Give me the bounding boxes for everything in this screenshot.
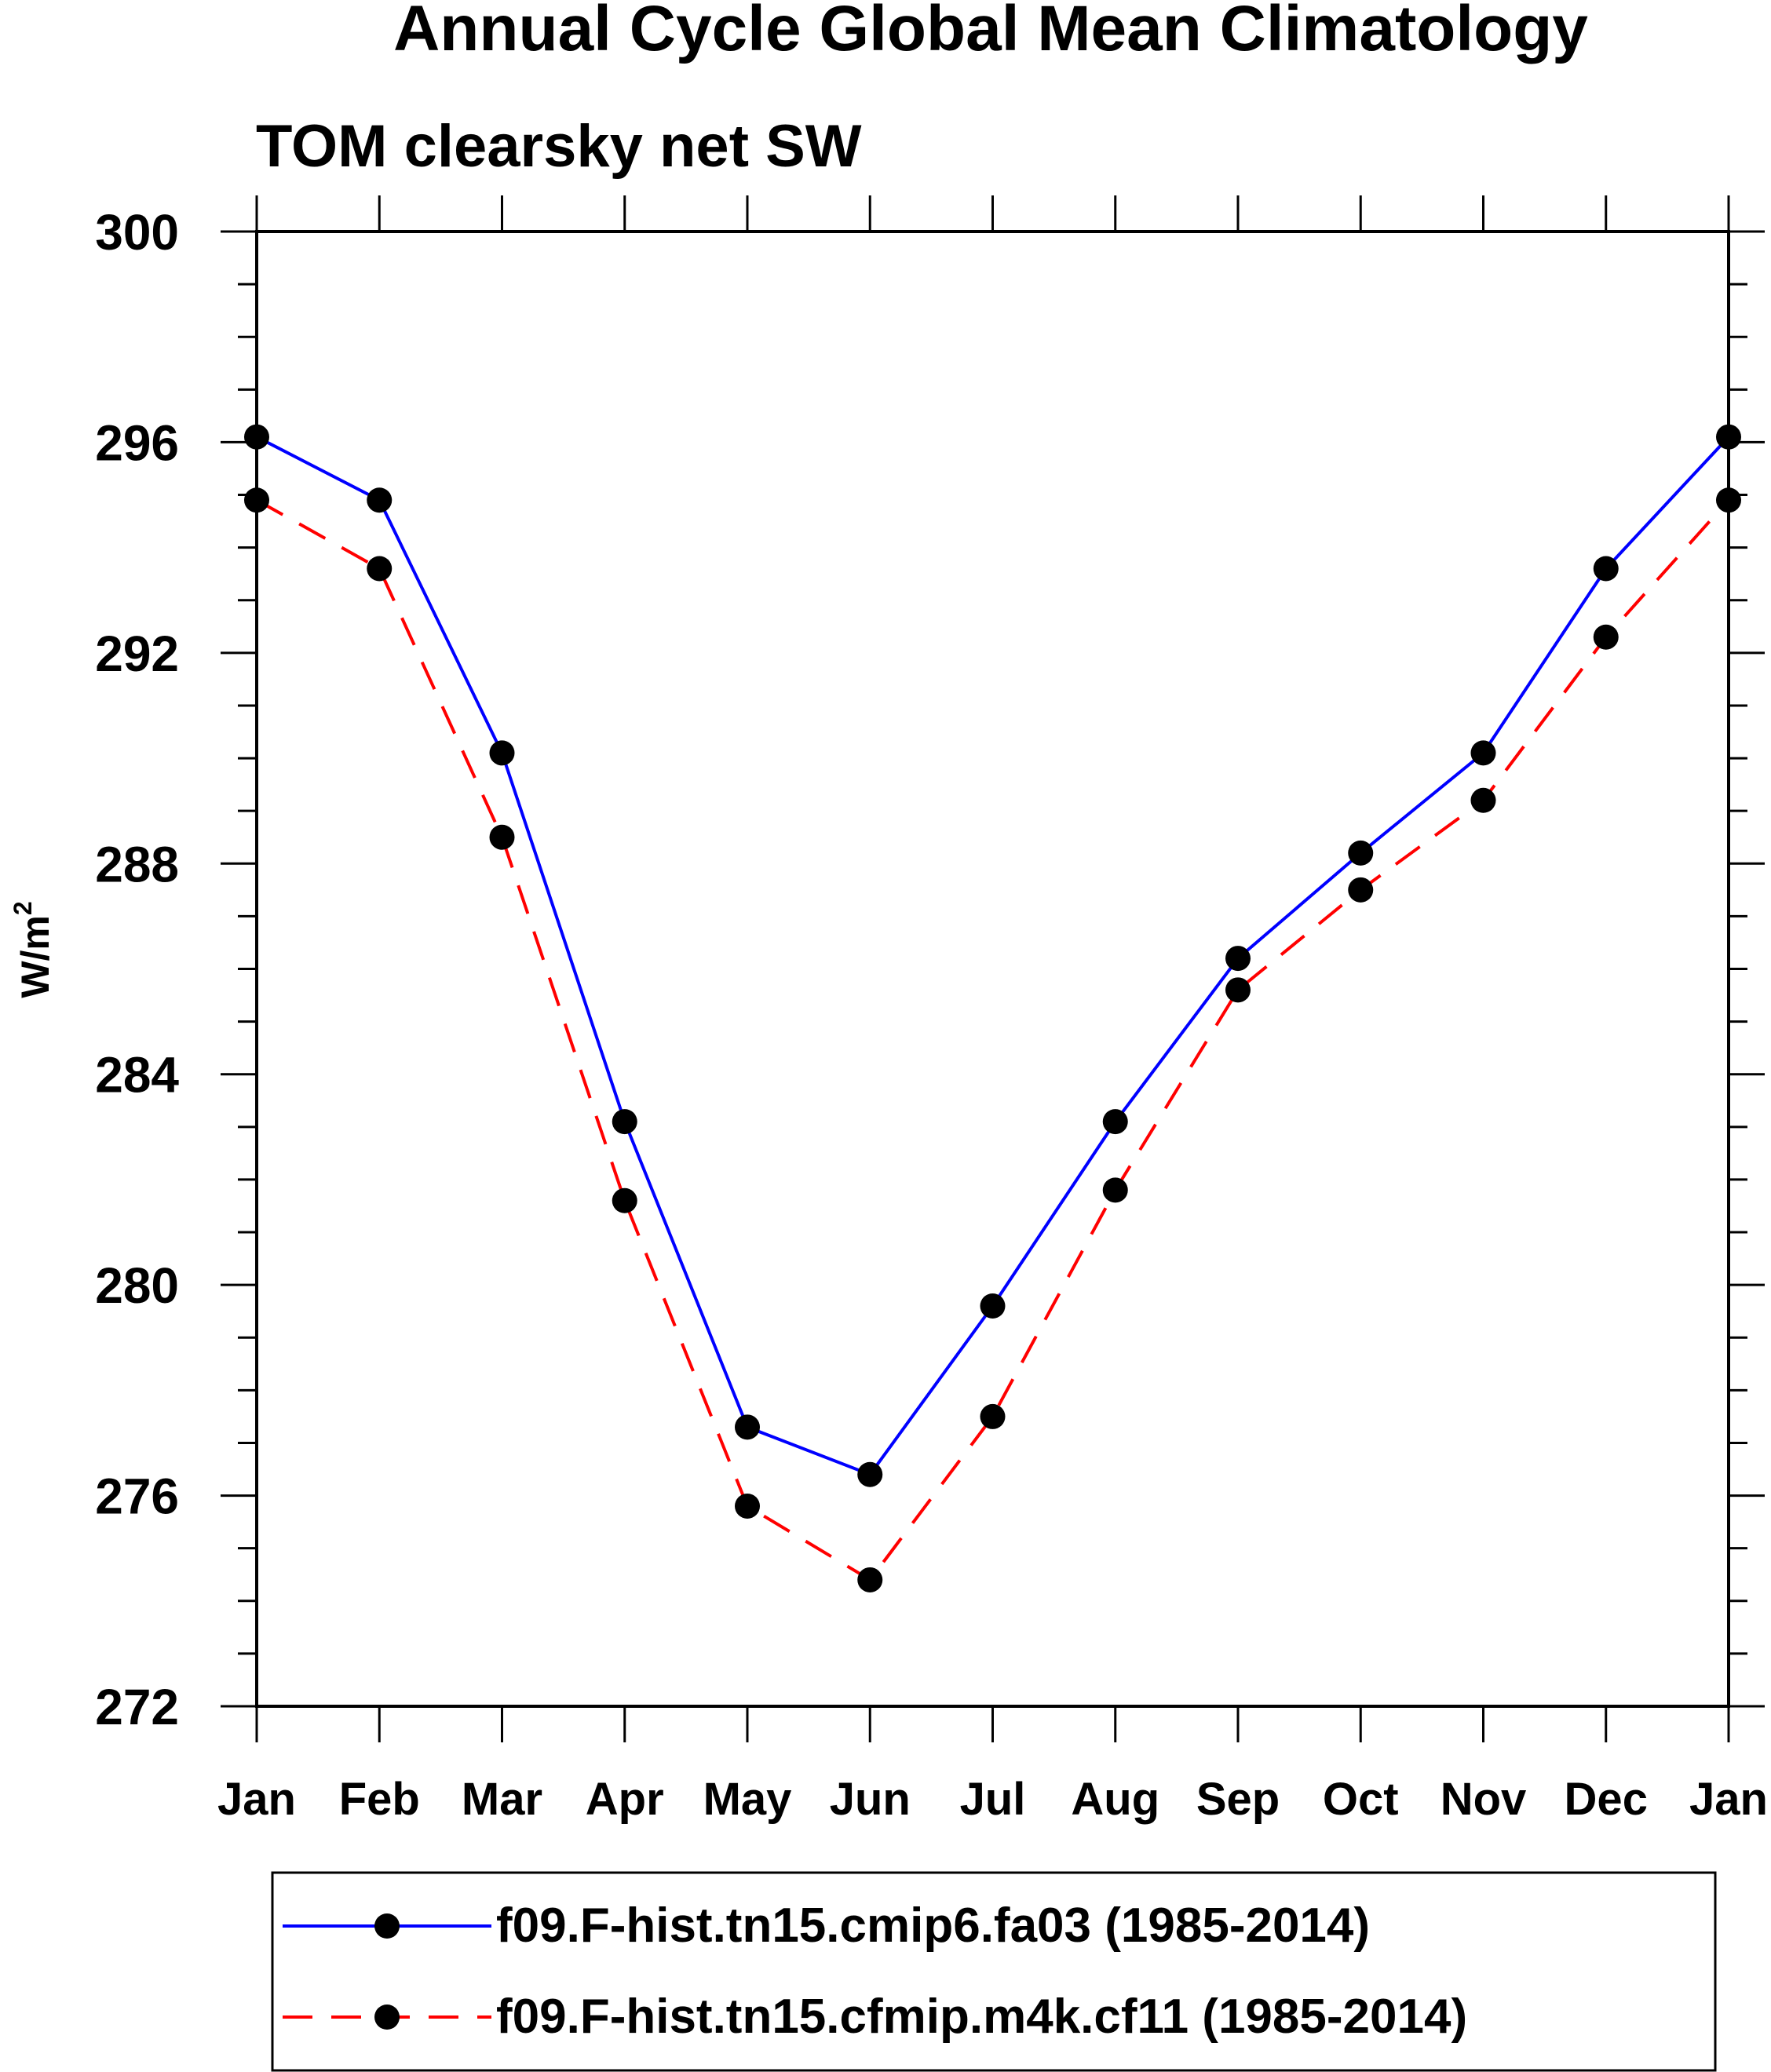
series-1-point bbox=[1225, 946, 1251, 972]
series-1-point bbox=[1470, 740, 1496, 766]
x-tick-label: Sep bbox=[1196, 1774, 1280, 1825]
series-1-point bbox=[489, 740, 515, 766]
y-tick-label: 276 bbox=[95, 1468, 179, 1525]
series-1-point bbox=[857, 1461, 883, 1487]
series-1-point bbox=[1593, 556, 1619, 582]
y-tick-label: 296 bbox=[95, 414, 179, 471]
y-tick-label: 280 bbox=[95, 1257, 179, 1314]
series-1-point bbox=[367, 487, 393, 513]
series-line-1 bbox=[256, 435, 1730, 1477]
x-tick-label: Jun bbox=[830, 1774, 911, 1825]
series-markers bbox=[244, 424, 1741, 1592]
y-tick-label: 288 bbox=[95, 836, 179, 892]
series-1-point bbox=[1348, 840, 1374, 866]
series-2-point bbox=[1348, 877, 1374, 903]
series-1-point bbox=[244, 424, 269, 450]
x-tick-label: Dec bbox=[1565, 1774, 1648, 1825]
series-1-point bbox=[1102, 1109, 1128, 1135]
y-axis-label-superscript: 2 bbox=[9, 901, 37, 915]
x-tick-label: Oct bbox=[1323, 1774, 1399, 1825]
y-tick-label: 284 bbox=[95, 1047, 179, 1103]
x-tick-label: Nov bbox=[1441, 1774, 1527, 1825]
legend-label-series-2: f09.F-hist.tn15.cfmip.m4k.cf11 (1985-201… bbox=[496, 1990, 1467, 2044]
x-tick-labels: Jan Feb Mar Apr May Jun Jul Aug Sep Oct Nov Dec Jan bbox=[217, 1774, 1768, 1825]
legend-marker-series-1 bbox=[374, 1913, 400, 1939]
series-2-point bbox=[1225, 977, 1251, 1003]
series-2-point bbox=[1593, 624, 1619, 650]
axis-ticks bbox=[221, 195, 1765, 1742]
series-2-point bbox=[367, 556, 393, 582]
x-tick-label: Aug bbox=[1071, 1774, 1159, 1825]
legend: f09.F-hist.tn15.cmip6.fa03 (1985-2014) f… bbox=[271, 1871, 1717, 2072]
series-1-point bbox=[980, 1293, 1006, 1319]
y-tick-label: 272 bbox=[95, 1679, 179, 1735]
series-2-point bbox=[735, 1493, 760, 1519]
series-2-point bbox=[244, 487, 269, 513]
series-2-point bbox=[980, 1403, 1006, 1429]
series-2-point bbox=[1102, 1177, 1128, 1203]
series-1-point bbox=[612, 1109, 637, 1135]
legend-label-series-1: f09.F-hist.tn15.cmip6.fa03 (1985-2014) bbox=[496, 1899, 1370, 1953]
y-axis-label: W/m2 bbox=[9, 901, 57, 998]
svg-text:W/m2: W/m2 bbox=[9, 901, 57, 998]
y-tick-label: 292 bbox=[95, 626, 179, 682]
x-tick-label: Apr bbox=[586, 1774, 664, 1825]
legend-box bbox=[271, 1871, 1717, 2072]
x-tick-label: May bbox=[703, 1774, 792, 1825]
x-tick-label: Jul bbox=[960, 1774, 1026, 1825]
x-tick-label: Jan bbox=[1689, 1774, 1768, 1825]
series-1-point bbox=[1716, 424, 1741, 450]
series-2-point bbox=[857, 1567, 883, 1592]
y-tick-label: 300 bbox=[95, 204, 179, 261]
chart-subtitle: TOM clearsky net SW bbox=[256, 113, 862, 180]
chart-title: Annual Cycle Global Mean Climatology bbox=[393, 0, 1588, 64]
x-tick-label: Jan bbox=[217, 1774, 296, 1825]
y-axis-label-text: W/m bbox=[13, 915, 57, 998]
legend-marker-series-2 bbox=[374, 2005, 400, 2030]
y-tick-labels: 272 276 280 284 288 292 296 300 bbox=[95, 204, 179, 1735]
x-tick-label: Mar bbox=[462, 1774, 542, 1825]
series-2-point bbox=[1716, 487, 1741, 513]
x-tick-label: Feb bbox=[339, 1774, 420, 1825]
series-2-point bbox=[489, 824, 515, 850]
plot-frame bbox=[255, 230, 1730, 1708]
series-2-point bbox=[612, 1187, 637, 1213]
series-1-point bbox=[735, 1414, 760, 1440]
series-2-point bbox=[1470, 787, 1496, 813]
